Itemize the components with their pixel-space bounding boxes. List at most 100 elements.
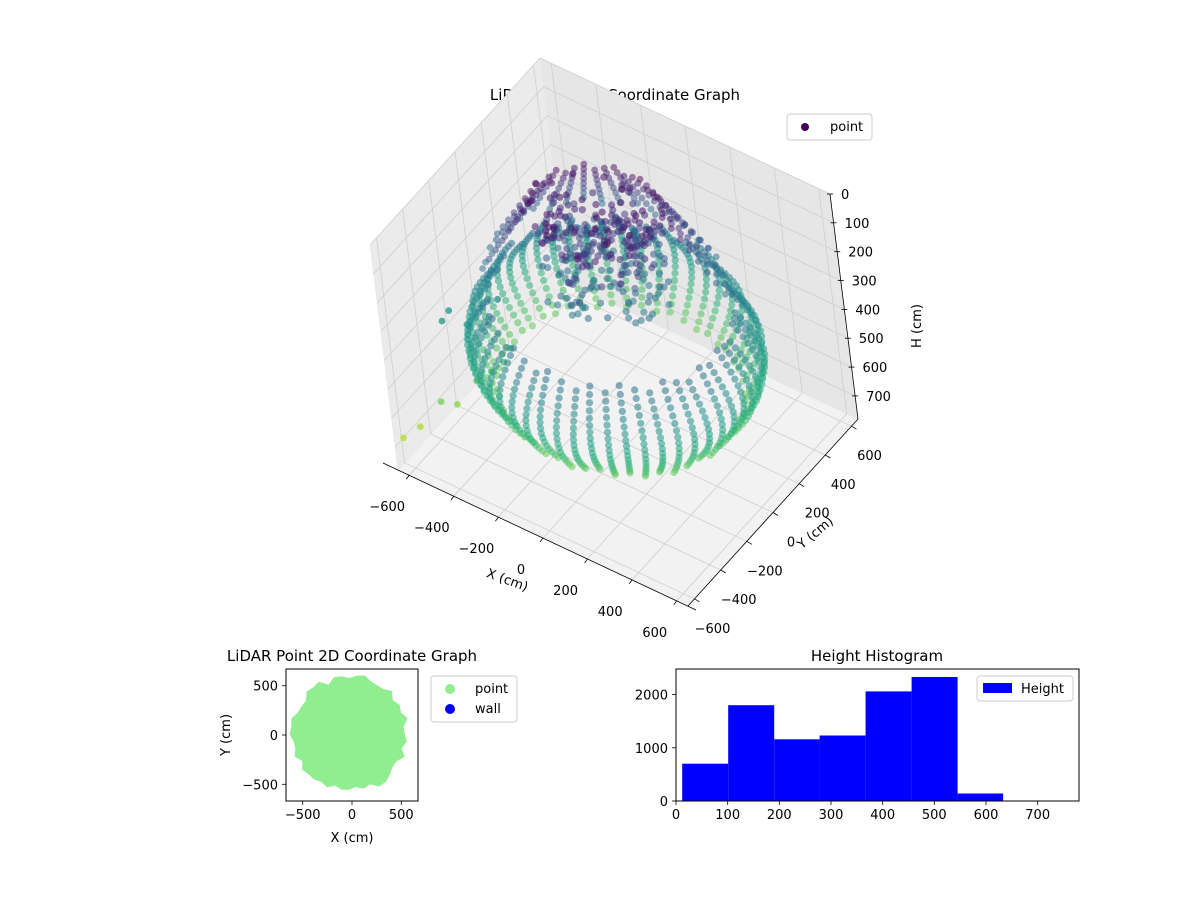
chart3d-point bbox=[504, 359, 512, 367]
chart2d-point bbox=[395, 747, 402, 754]
chart3d-point bbox=[585, 414, 594, 422]
chart3d-gridline bbox=[402, 208, 432, 435]
chart3d-point bbox=[658, 229, 666, 237]
chart3d-point bbox=[605, 441, 613, 449]
chart2d-point bbox=[308, 762, 314, 769]
chart3d-point bbox=[603, 260, 611, 268]
chart3d-point bbox=[578, 291, 586, 299]
chart3d-point bbox=[571, 164, 578, 172]
chart3d-point bbox=[639, 434, 647, 442]
chart2d-point bbox=[381, 703, 388, 710]
chart3d-point bbox=[645, 281, 653, 290]
chart3d-point bbox=[537, 406, 545, 414]
chart3d-point bbox=[626, 252, 634, 260]
chart2d-point bbox=[367, 730, 373, 737]
chart3d-point bbox=[735, 363, 743, 371]
chart2d-point bbox=[371, 701, 378, 707]
chart3d-point bbox=[604, 228, 613, 236]
chart3d-point bbox=[699, 372, 708, 380]
chart3d-point bbox=[498, 350, 506, 358]
chart3d-point bbox=[495, 356, 503, 364]
chart3d-point bbox=[706, 322, 714, 330]
chart3d-point bbox=[557, 269, 565, 277]
chart3d-point bbox=[638, 232, 646, 240]
chart2d-point bbox=[351, 774, 358, 781]
chart3d-point bbox=[468, 319, 476, 327]
chart3d-point bbox=[710, 262, 718, 269]
chart3d-x-tick-label: −400 bbox=[414, 521, 450, 536]
chart3d-point bbox=[687, 227, 695, 235]
chart3d-point bbox=[656, 434, 665, 442]
chart3d-point bbox=[703, 380, 712, 388]
chart3d-point bbox=[584, 314, 592, 323]
chart2d-point bbox=[317, 754, 324, 761]
chart3d-point bbox=[466, 325, 474, 333]
chart2d-point bbox=[362, 686, 369, 693]
chart3d-point bbox=[669, 412, 677, 420]
chart3d-point bbox=[697, 310, 705, 318]
chart3d-point bbox=[693, 325, 701, 334]
chart3d-gridline bbox=[773, 167, 803, 393]
chart3d-point bbox=[520, 357, 528, 365]
chart2d-point bbox=[349, 756, 356, 762]
chart3d-point bbox=[688, 274, 696, 282]
chart2d-point bbox=[318, 771, 325, 778]
chart3d-point bbox=[477, 366, 486, 374]
chart3d-point bbox=[554, 244, 562, 252]
chart3d-point bbox=[522, 411, 530, 419]
chart3d-point bbox=[736, 314, 745, 322]
chart2d-point bbox=[309, 724, 316, 731]
chart3d-gridline bbox=[430, 433, 721, 571]
chart3d-point bbox=[632, 259, 640, 267]
chart3d-point bbox=[748, 311, 756, 319]
chart3d-point bbox=[686, 287, 694, 295]
chart3d-point bbox=[542, 284, 550, 292]
chart3d-point bbox=[507, 273, 515, 282]
chart3d-point bbox=[509, 311, 518, 319]
chart3d-point bbox=[508, 279, 516, 287]
chart3d-point bbox=[486, 379, 494, 387]
chart3d-point bbox=[727, 402, 736, 410]
chart2d-point bbox=[329, 761, 336, 768]
chart2d-ylabel: Y (cm) bbox=[219, 714, 234, 757]
chart3d-point bbox=[625, 300, 633, 308]
chart2d-point bbox=[361, 774, 368, 781]
chart3d-point bbox=[559, 286, 567, 294]
chart3d-point bbox=[567, 301, 575, 309]
chart2d-point bbox=[360, 720, 367, 727]
chart3d-y-tick bbox=[825, 454, 831, 459]
chart3d-point bbox=[632, 319, 640, 327]
chart3d-point bbox=[553, 409, 561, 417]
chart3d-point bbox=[702, 275, 711, 283]
chart3d-point bbox=[672, 427, 681, 435]
chart3d-point bbox=[670, 210, 678, 218]
chart3d-y-tick-label: 200 bbox=[805, 507, 830, 522]
chart2d-point bbox=[322, 758, 329, 765]
chart3d-point bbox=[534, 187, 541, 195]
chart3d-z-tick-label: 200 bbox=[848, 246, 873, 261]
chart2d-point bbox=[356, 782, 363, 789]
chart3d-point bbox=[573, 298, 581, 306]
chart3d-point bbox=[669, 292, 677, 300]
chart2d-point bbox=[366, 761, 373, 768]
chart2d-point bbox=[314, 693, 320, 700]
chart3d-point bbox=[416, 423, 424, 430]
chart3d-point bbox=[556, 193, 564, 201]
chart3d-point bbox=[613, 169, 621, 176]
chart2d-point bbox=[302, 754, 308, 761]
chart3d-point bbox=[570, 417, 578, 425]
chart2d-point bbox=[365, 736, 372, 743]
chart3d-point bbox=[587, 440, 595, 448]
chart3d-point bbox=[691, 435, 699, 443]
chart3d-point bbox=[754, 342, 763, 350]
chart3d-point bbox=[752, 352, 760, 360]
chart3d-point bbox=[659, 378, 667, 386]
chart3d-point bbox=[685, 247, 693, 254]
chart3d-point bbox=[543, 210, 551, 218]
chart3d-point bbox=[731, 344, 740, 352]
chart2d-y-tick-label: 0 bbox=[270, 729, 278, 744]
chart3d-point bbox=[746, 331, 754, 339]
chart2d-ticks: −500 0 500 −500 0 500 bbox=[242, 680, 413, 823]
chart2d-point bbox=[358, 731, 365, 737]
chart3d-point bbox=[591, 258, 599, 266]
